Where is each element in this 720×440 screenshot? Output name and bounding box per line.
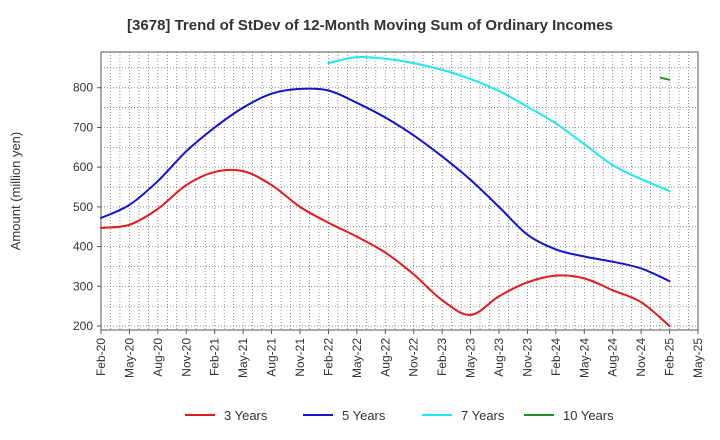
- x-tick-label: May-24: [577, 338, 591, 378]
- x-tick-label: Aug-21: [265, 338, 279, 377]
- x-tick-label: Aug-24: [606, 338, 620, 377]
- series-lines: [100, 55, 671, 328]
- legend-label-5-years: 5 Years: [342, 408, 386, 423]
- x-tick-label: Feb-21: [208, 338, 222, 376]
- legend-label-7-years: 7 Years: [461, 408, 505, 423]
- x-tick-label: Feb-25: [663, 338, 677, 376]
- series-line-5-years: [100, 87, 671, 283]
- x-axis: Feb-20 May-20 Aug-20 Nov-20 Feb-21 May-21 Aug-…: [94, 330, 705, 378]
- legend-label-10-years: 10 Years: [563, 408, 614, 423]
- chart-title: [3678] Trend of StDev of 12-Month Moving…: [127, 17, 613, 34]
- y-axis-label: Amount (million yen): [8, 132, 23, 251]
- y-tick-label: 600: [73, 160, 93, 174]
- y-tick-label: 200: [73, 319, 93, 333]
- x-tick-label: Aug-23: [492, 338, 506, 377]
- legend-label-3-years: 3 Years: [224, 408, 268, 423]
- y-tick-label: 700: [73, 120, 93, 134]
- x-tick-label: Feb-22: [321, 338, 335, 376]
- x-tick-label: May-20: [122, 338, 136, 378]
- x-tick-label: Feb-24: [549, 338, 563, 376]
- series-line-3-years: [100, 168, 671, 328]
- x-tick-label: Nov-24: [634, 338, 648, 377]
- x-tick-label: Feb-20: [94, 338, 108, 376]
- legend: 3 Years 5 Years 7 Years 10 Years: [185, 408, 614, 423]
- y-tick-label: 800: [73, 81, 93, 95]
- x-tick-label: Nov-23: [520, 338, 534, 377]
- x-tick-label: Nov-21: [293, 338, 307, 377]
- x-tick-label: May-23: [464, 338, 478, 378]
- y-axis: 200 300 400 500 600 700 800: [73, 81, 101, 333]
- x-tick-label: Aug-20: [151, 338, 165, 377]
- y-tick-label: 500: [73, 200, 93, 214]
- x-tick-label: May-21: [236, 338, 250, 378]
- x-tick-label: Aug-22: [378, 338, 392, 377]
- series-line-7-years: [327, 55, 671, 192]
- x-tick-label: Feb-23: [435, 338, 449, 376]
- x-tick-label: Nov-22: [407, 338, 421, 377]
- x-tick-label: Nov-20: [179, 338, 193, 377]
- x-tick-label: May-22: [350, 338, 364, 378]
- y-tick-label: 300: [73, 279, 93, 293]
- y-tick-label: 400: [73, 240, 93, 254]
- x-tick-label: May-25: [691, 338, 705, 378]
- series-line-10-years: [660, 76, 671, 81]
- gridlines: [101, 52, 698, 330]
